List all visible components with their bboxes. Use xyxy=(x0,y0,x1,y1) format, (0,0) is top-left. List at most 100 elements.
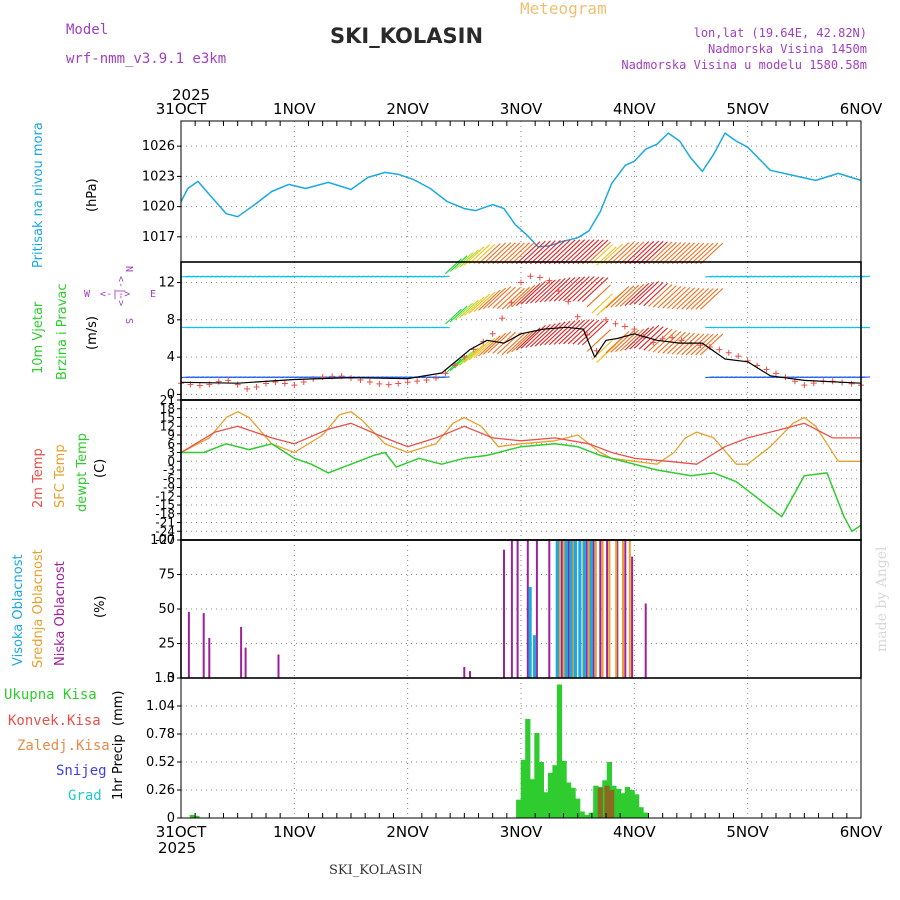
wind-gust-marker xyxy=(603,316,609,323)
wind-barb xyxy=(539,321,566,346)
wind-barb xyxy=(633,240,660,265)
y-tick-label-4-3: 0.78 xyxy=(146,727,175,742)
precip-bar-total xyxy=(643,812,649,818)
wind-barb xyxy=(619,241,645,265)
wind-gust-marker xyxy=(196,382,203,389)
cloud-bar-low xyxy=(560,540,563,678)
wind-barb xyxy=(582,277,609,303)
wind-barb xyxy=(548,276,576,302)
compass-e: E xyxy=(150,289,156,300)
cloud-bar-low xyxy=(624,540,627,678)
wind-gust-marker xyxy=(291,382,298,389)
wind-barb xyxy=(700,288,724,310)
wind-barb xyxy=(700,242,724,265)
cloud-bar-mid xyxy=(615,540,618,678)
wind-barb xyxy=(648,241,673,265)
y-tick-label-2-10: 3 xyxy=(167,446,175,460)
y-tick-label-2-2: -21 xyxy=(155,516,175,530)
y-tick-label-4-1: 0.26 xyxy=(146,783,175,798)
wind-barb xyxy=(667,242,691,265)
wind-mean-line xyxy=(180,326,862,384)
wind-barb xyxy=(445,308,462,325)
legend-hail: Grad xyxy=(68,788,102,804)
wind-barb xyxy=(690,333,714,356)
cloud-bar-low xyxy=(187,611,190,678)
precip-bar-total xyxy=(547,772,554,818)
wind-gust-marker xyxy=(461,354,468,361)
time-tick-top-31OCT: 31OCT xyxy=(156,100,207,118)
pressure-unit: (hPa) xyxy=(85,178,100,212)
wind-barb xyxy=(572,239,600,265)
precip-bar-total xyxy=(638,807,644,818)
wind-barb xyxy=(671,287,695,310)
wind-barb xyxy=(482,332,507,355)
wind-barb xyxy=(468,293,491,314)
pressure-ylabel: Pritisak na nivou mora xyxy=(31,122,46,268)
cloud-bar-mid xyxy=(588,540,590,678)
precip-bar-total xyxy=(629,790,635,818)
precip-bar-total xyxy=(520,759,526,818)
wind-gust-marker xyxy=(319,374,326,381)
cloud-bar-mid xyxy=(622,540,624,678)
cloud-bar-high xyxy=(589,540,593,678)
station-title: SKI_KOLASIN xyxy=(330,24,483,48)
compass-n: N xyxy=(123,266,134,272)
wind-barb xyxy=(643,282,668,307)
y-tick-label-1-3: 12 xyxy=(158,276,175,291)
y-tick-label-2-13: 12 xyxy=(160,419,175,433)
wind-barb xyxy=(511,284,536,308)
cloud-bar-mid xyxy=(628,540,631,678)
wind-barb xyxy=(525,280,551,305)
wind-barb xyxy=(548,320,576,346)
wind-barb xyxy=(501,333,525,356)
coords-label: lon,lat (19.64E, 42.82N) xyxy=(694,26,867,40)
wind-barb xyxy=(473,291,496,313)
wind-barb xyxy=(624,327,650,351)
wind-barb xyxy=(454,302,474,321)
wind-barb xyxy=(671,242,695,265)
time-tick-top-1NOV: 1NOV xyxy=(273,100,316,118)
y-tick-label-2-6: -9 xyxy=(163,481,175,495)
wind-barb xyxy=(643,327,668,351)
wind-barb xyxy=(492,286,516,309)
wind-barb xyxy=(690,288,714,310)
wind-barb xyxy=(511,329,536,353)
cloud-unit: (%) xyxy=(93,596,108,619)
wind-barb xyxy=(591,244,613,265)
precip-bar-total xyxy=(593,785,599,818)
wind-barb xyxy=(662,242,686,265)
wind-gust-marker xyxy=(404,379,411,386)
wind-barb xyxy=(572,319,600,345)
cloud-bar-low xyxy=(526,540,529,678)
precip-bar-total xyxy=(516,799,522,818)
precip-bar-total xyxy=(570,787,576,818)
precip-bar-total xyxy=(634,794,640,818)
wind-barb xyxy=(619,328,645,352)
cloud-bar-low xyxy=(240,626,243,678)
wind-barb xyxy=(615,284,640,308)
wind-barb xyxy=(567,239,595,265)
wind-barb xyxy=(652,241,677,265)
wind-barb xyxy=(685,333,709,356)
year-bottom: 2025 xyxy=(158,839,196,857)
wind-barb xyxy=(534,322,561,347)
y-tick-label-1-0: 0 xyxy=(167,387,175,402)
wind-barb xyxy=(534,239,561,265)
legend-freezing-rain: Zaledj.Kisa xyxy=(17,738,110,754)
wind-barb xyxy=(633,280,660,305)
wind-gust-marker xyxy=(612,320,619,327)
y-tick-label-2-7: -6 xyxy=(163,472,175,486)
precip-bar-total xyxy=(189,814,195,818)
wind-barb xyxy=(700,333,724,356)
wind-barb xyxy=(445,358,462,374)
wind-barb xyxy=(539,277,566,303)
time-tick-bottom-31OCT: 31OCT xyxy=(156,823,207,841)
wind-barb xyxy=(667,286,691,309)
wind-barb xyxy=(652,285,677,308)
wind-gust-marker xyxy=(621,323,628,330)
pressure-line xyxy=(180,132,862,248)
temp-ylabel-sub2: dewpt Temp xyxy=(75,433,90,512)
cloud-bar-low xyxy=(567,540,570,678)
wind-barb xyxy=(605,285,630,309)
wind-gust-marker xyxy=(376,380,383,387)
